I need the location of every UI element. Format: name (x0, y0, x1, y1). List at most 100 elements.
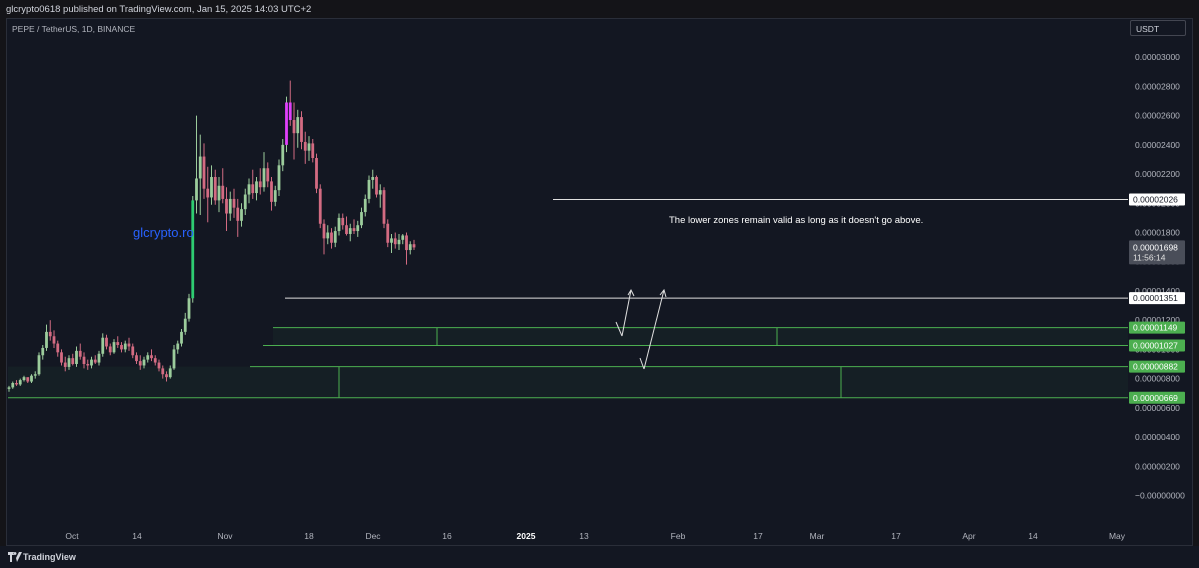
candle-body (7, 387, 11, 389)
candle-body (390, 238, 393, 243)
candle-body (277, 165, 281, 191)
candle-body (378, 190, 382, 195)
candle-body (116, 342, 120, 346)
current-price-badge (1129, 240, 1185, 265)
candle-body (315, 158, 318, 189)
candle-body (183, 318, 187, 332)
candle-body (142, 359, 146, 366)
candle-body (255, 181, 258, 194)
x-tick-label: 18 (304, 531, 314, 541)
projection-arrow-head-1 (627, 288, 635, 297)
x-tick-label: Oct (65, 531, 79, 541)
candle-body (213, 177, 217, 201)
x-tick-label: Mar (810, 531, 825, 541)
level-badge-label: 0.00000882 (1133, 362, 1178, 372)
level-badge-label: 0.00002026 (1133, 195, 1178, 205)
y-tick-label: 0.00001200 (1135, 315, 1180, 325)
candle-body (318, 188, 322, 224)
candle-body (303, 141, 307, 151)
x-tick-label: May (1109, 531, 1126, 541)
candle-body (352, 228, 356, 232)
level-badge-label: 0.00001149 (1133, 323, 1178, 333)
candle-body (37, 355, 41, 375)
y-tick-label: 0.00001400 (1135, 286, 1180, 296)
x-tick-label: 17 (753, 531, 763, 541)
candles (7, 80, 416, 392)
x-tick-label: Apr (962, 531, 975, 541)
chart-pane[interactable] (6, 18, 1193, 546)
candle-body (405, 235, 408, 251)
candle-body (221, 185, 225, 199)
candle-body (22, 377, 26, 381)
candle-body (165, 374, 168, 378)
candle-body (18, 380, 22, 385)
candle-body (56, 343, 60, 353)
countdown-label: 11:56:14 (1133, 252, 1166, 262)
candle-body (15, 383, 18, 385)
candle-body (232, 198, 236, 208)
level-badge-label: 0.00000669 (1133, 393, 1178, 403)
watermark-text: glcrypto.ro (133, 225, 194, 240)
candle-body (288, 102, 292, 121)
candle-body (187, 298, 191, 319)
zones (8, 199, 1128, 399)
y-tick-label: 0.00002200 (1135, 169, 1180, 179)
level-badge-label: 0.00001351 (1133, 293, 1178, 303)
tradingview-brand[interactable]: TradingView (23, 552, 76, 562)
currency-button[interactable]: USDT (1130, 20, 1186, 36)
y-tick-label: 0.00000800 (1135, 374, 1180, 384)
candle-body (247, 184, 251, 195)
candle-body (236, 207, 240, 221)
candle-body (97, 353, 101, 363)
projection-arrow-up (643, 289, 665, 370)
y-tick-label: 0.00003000 (1135, 52, 1180, 62)
candle-body (168, 368, 172, 378)
candle-body (345, 225, 348, 234)
level-badge (1129, 292, 1185, 305)
candle-body (382, 190, 386, 224)
candle-body (105, 337, 108, 347)
candle-body (251, 184, 255, 194)
candle-body (367, 179, 371, 199)
candle-body (397, 239, 401, 245)
candle-body (176, 343, 180, 350)
candle-body (138, 361, 142, 366)
candle-body (90, 359, 93, 366)
candle-body (157, 362, 161, 369)
current-price-label: 0.00001698 (1133, 242, 1178, 252)
candle-body (67, 358, 71, 367)
x-axis[interactable]: Oct 14 Nov 18 Dec 16 2025 13 Feb 17 Mar 17 Apr 14 May (65, 531, 1125, 541)
lower-zone-fill (8, 366, 1128, 398)
y-tick-label: 0.00002600 (1135, 111, 1180, 121)
candle-body (408, 244, 412, 251)
top-bar (0, 0, 1199, 20)
x-tick-label: 14 (132, 531, 142, 541)
candle-body (206, 188, 210, 198)
candle-body (228, 198, 232, 214)
candle-body (78, 350, 82, 357)
published-note: glcrypto0618 published on TradingView.co… (6, 4, 312, 15)
candle-body (33, 374, 37, 376)
candle-body (161, 368, 165, 375)
y-tick-label: 0.00002800 (1135, 81, 1180, 91)
x-tick-label: Nov (217, 531, 233, 541)
candle-body (71, 358, 75, 365)
candle-body (307, 143, 311, 151)
candle-body (123, 343, 127, 350)
candle-body (225, 198, 228, 214)
level-badge (1129, 360, 1185, 373)
candle-body (375, 177, 378, 195)
level-badge (1129, 391, 1185, 404)
candle-body (266, 168, 270, 182)
level-badge (1129, 321, 1185, 334)
candle-body (386, 223, 390, 243)
candle-body (11, 383, 15, 388)
symbol-legend[interactable]: PEPE / TetherUS, 1D, BINANCE (12, 24, 136, 34)
candle-body (371, 177, 375, 180)
tradingview-logo-icon[interactable] (8, 552, 22, 562)
y-tick-label: 0.00000400 (1135, 432, 1180, 442)
candle-body (412, 244, 416, 248)
x-tick-label: Feb (671, 531, 686, 541)
x-tick-label: 17 (891, 531, 901, 541)
